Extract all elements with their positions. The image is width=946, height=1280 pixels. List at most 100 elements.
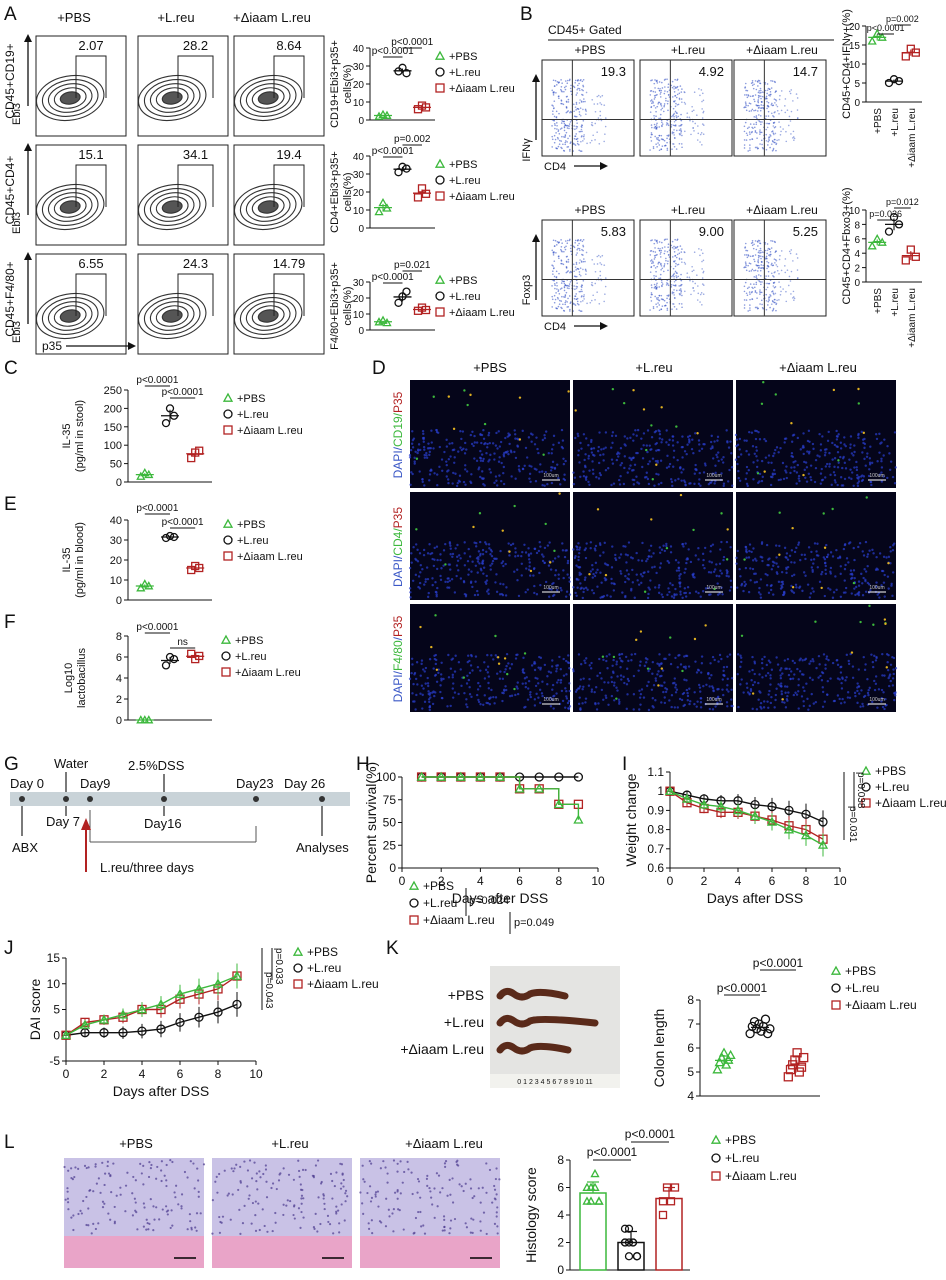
data-point [723,1054,734,1064]
nucleus [541,483,544,487]
nucleus [482,566,486,569]
nucleus [468,671,472,675]
nucleus [682,665,686,669]
nucleus [534,480,538,483]
nucleus [638,689,641,692]
nucleus [705,683,708,687]
nucleus [607,467,610,470]
event-dot [670,244,673,247]
event-dot [747,310,749,312]
nucleus [748,670,751,673]
event-dot [567,258,570,261]
nucleus [811,570,814,573]
nucleus [726,677,729,681]
nucleus [665,429,668,432]
nucleus [605,696,608,700]
nucleus [448,542,452,545]
nucleus [414,708,417,711]
significance-label: p=0.026 [869,209,902,219]
event-dot [743,304,746,306]
event-dot [581,240,584,243]
nucleus [642,696,646,699]
event-dot [567,137,569,140]
nucleus [798,670,802,673]
event-dot [772,307,775,310]
nucleus [641,465,644,469]
event-dot [573,263,575,266]
event-dot [765,275,767,277]
nucleus [492,695,495,699]
nucleus [535,593,539,596]
event-dot [557,289,560,291]
nucleus [620,461,624,465]
nucleus [582,590,585,594]
nucleus [584,556,588,560]
nucleus [613,681,616,684]
nucleus [725,429,728,432]
nucleus [618,657,622,660]
legend-label-pbs: +PBS [423,879,454,893]
event-dot [604,277,607,279]
nucleus [481,470,484,473]
nucleus [438,465,441,469]
event-dot [650,132,653,134]
event-dot [580,124,583,126]
nucleus [413,456,416,460]
event-dot [649,90,652,92]
stain-spot [760,402,764,406]
stain-spot [655,463,658,466]
significance-label: p=0.038 [855,772,866,809]
nucleus [524,705,527,709]
nucleus [525,456,529,459]
event-dot [702,293,705,296]
nucleus [729,585,733,589]
nucleus [471,560,474,563]
nucleus [578,573,581,577]
nucleus [430,441,433,444]
event-dot [661,145,664,147]
nucleus [544,580,548,584]
nucleus [533,698,537,701]
event-dot [565,300,567,302]
stain-spot [643,590,647,593]
event-dot [776,105,779,108]
nucleus [722,693,725,697]
event-dot [676,104,679,106]
nucleus [677,569,681,572]
nucleus [637,559,640,562]
nucleus [735,438,739,441]
nucleus [539,545,542,548]
event-dot [691,105,693,108]
event-dot [785,140,788,143]
event-dot [765,299,768,302]
nucleus [755,455,758,458]
nucleus [591,563,594,567]
nucleus [696,700,699,703]
significance-label: p=0.002 [886,14,919,24]
nucleus [606,667,609,670]
if-stain-label: P35 [391,507,405,529]
event-dot [657,101,660,104]
nucleus [409,596,412,599]
nucleus [649,544,653,547]
nucleus [421,478,424,481]
nucleus [800,673,804,676]
nucleus [451,673,455,677]
nucleus [566,561,570,565]
nucleus [810,566,814,569]
event-dot [578,87,581,90]
y-tick-label: 10 [849,60,861,71]
nucleus [496,672,499,675]
nucleus [824,476,827,479]
event-dot [679,128,682,130]
event-dot [556,128,558,130]
nucleus [795,482,798,485]
event-dot [651,262,653,264]
stain-spot [778,511,781,514]
nucleus [763,700,766,703]
event-dot [755,123,758,126]
nucleus [538,571,541,575]
event-dot [769,146,771,149]
event-dot [573,110,575,113]
nucleus [467,547,470,551]
